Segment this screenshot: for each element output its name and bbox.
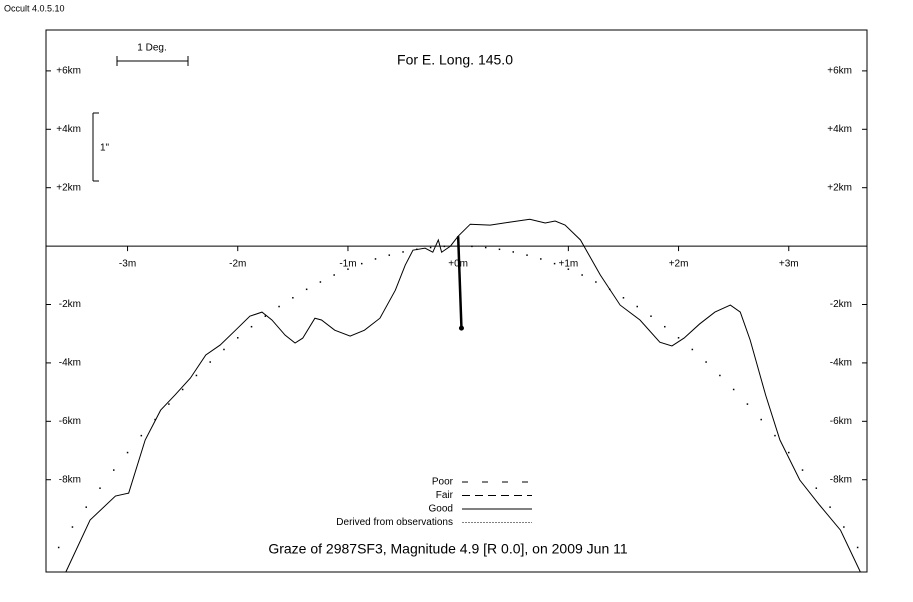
- limb-dot: [237, 337, 239, 339]
- limb-dot: [581, 274, 583, 276]
- limb-dot: [57, 546, 60, 549]
- limb-dot: [347, 268, 349, 270]
- limb-dot: [429, 246, 432, 249]
- limb-dot: [85, 506, 87, 508]
- limb-dot: [801, 469, 804, 471]
- limb-dot: [223, 348, 225, 351]
- app-title: Occult 4.0.5.10: [4, 3, 65, 13]
- legend-label: Derived from observations: [336, 517, 453, 528]
- limb-dot: [732, 388, 735, 391]
- y-tick-label: +6km: [56, 66, 81, 77]
- limb-dot: [388, 254, 391, 256]
- legend-label: Fair: [436, 490, 454, 501]
- y-tick-label: -2km: [59, 299, 81, 310]
- x-tick-label: -1m: [339, 259, 356, 270]
- limb-dot: [567, 268, 570, 270]
- limb-dot: [126, 451, 129, 454]
- limb-dot: [154, 418, 156, 421]
- limb-dot: [305, 288, 308, 291]
- plot-frame: [45, 29, 868, 573]
- scale-bar-degree: [116, 56, 189, 66]
- limb-dot: [360, 262, 363, 265]
- limb-dot: [608, 288, 611, 291]
- limb-dot: [512, 251, 515, 253]
- limb-dot: [209, 361, 211, 363]
- limb-dot: [856, 546, 859, 549]
- x-tick-label: -2m: [229, 259, 246, 270]
- limb-dot: [416, 248, 418, 251]
- legend-label: Good: [429, 504, 453, 515]
- limb-dot: [788, 451, 790, 454]
- limb-dot: [595, 281, 597, 283]
- limb-dot: [374, 258, 377, 260]
- limb-dot: [691, 348, 694, 351]
- limb-dot: [636, 305, 638, 308]
- limb-dot: [774, 434, 776, 437]
- limb-dot: [746, 403, 749, 405]
- y-tick-label: +2km: [56, 182, 81, 193]
- limb-dot: [677, 337, 680, 339]
- x-tick-label: -3m: [119, 259, 136, 270]
- limb-dot: [443, 245, 446, 248]
- y-tick-label: +6km: [827, 66, 852, 77]
- limb-dot: [140, 434, 143, 437]
- limb-dot: [705, 361, 707, 363]
- limb-dot: [526, 254, 528, 256]
- y-tick-label: -2km: [830, 299, 852, 310]
- scale-label: 1 Deg.: [137, 43, 166, 54]
- limb-dot: [843, 526, 845, 528]
- x-tick-label: +2m: [669, 259, 689, 270]
- y-tick-label: -4km: [59, 358, 81, 369]
- y-tick-label: +4km: [827, 124, 852, 135]
- limb-dot: [815, 487, 818, 489]
- limb-dot: [99, 487, 101, 489]
- limb-dot: [498, 248, 501, 251]
- limb-dot: [278, 305, 280, 308]
- scale-label: 1": [100, 143, 110, 154]
- chart-title: For E. Long. 145.0: [397, 52, 513, 68]
- event-line: [456, 236, 463, 329]
- limb-dot: [113, 469, 115, 471]
- limb-profile: [65, 218, 861, 573]
- limb-dot: [719, 374, 721, 377]
- limb-dot: [760, 418, 762, 421]
- scale-bar-arcsec: [92, 112, 99, 182]
- legend-label: Poor: [432, 477, 454, 488]
- limb-dot: [71, 526, 74, 528]
- limb-dot: [471, 245, 473, 248]
- limb-dot: [553, 262, 556, 265]
- limb-dot: [622, 297, 625, 299]
- y-tick-label: +2km: [827, 182, 852, 193]
- limb-dot: [664, 325, 666, 328]
- limb-dot: [195, 374, 198, 377]
- y-tick-label: +4km: [56, 124, 81, 135]
- limb-dot: [319, 281, 322, 283]
- limb-dot: [402, 251, 404, 253]
- x-tick-label: +1m: [558, 259, 578, 270]
- event-point: [458, 325, 464, 331]
- y-tick-label: -6km: [59, 416, 81, 427]
- limb-dot: [829, 506, 831, 508]
- chart-subtitle: Graze of 2987SF3, Magnitude 4.9 [R 0.0],…: [268, 541, 628, 557]
- y-tick-label: -6km: [830, 416, 852, 427]
- limb-dot: [540, 258, 542, 260]
- limb-dot: [181, 388, 184, 391]
- y-tick-label: -4km: [830, 358, 852, 369]
- limb-dot: [168, 403, 170, 405]
- limb-dot: [292, 297, 294, 299]
- limb-dot: [484, 246, 487, 249]
- limb-dot: [333, 274, 335, 276]
- limb-dot: [250, 325, 253, 328]
- x-tick-label: +3m: [779, 259, 799, 270]
- limb-dot: [650, 315, 652, 317]
- limb-dot: [264, 315, 267, 317]
- y-tick-label: -8km: [59, 474, 81, 485]
- y-tick-label: -8km: [830, 474, 852, 485]
